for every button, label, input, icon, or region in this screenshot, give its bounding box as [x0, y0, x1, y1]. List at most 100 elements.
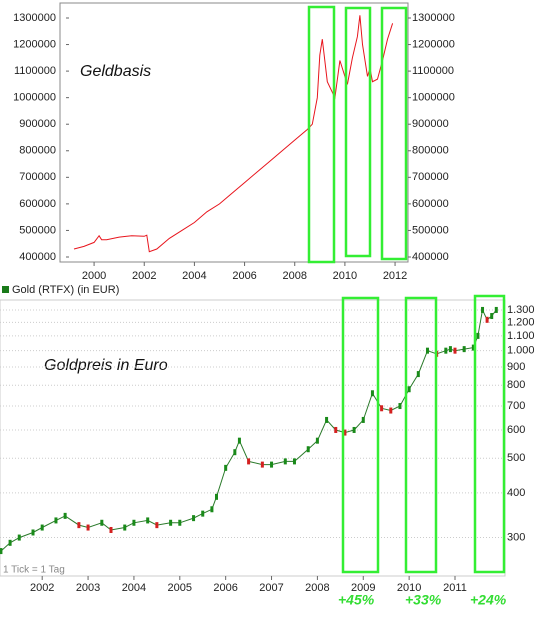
price-tick	[0, 548, 3, 555]
price-tick	[31, 529, 35, 536]
price-tick	[407, 386, 411, 393]
price-tick	[260, 461, 264, 468]
y-tick-label: 1200000	[13, 38, 56, 50]
price-tick	[8, 539, 12, 546]
price-tick	[169, 519, 173, 526]
label-bg	[70, 55, 180, 97]
price-tick	[155, 522, 159, 529]
price-tick	[292, 458, 296, 465]
price-tick	[325, 416, 329, 423]
y-tick-label: 1.100	[507, 330, 535, 342]
price-tick	[490, 313, 494, 320]
highlight-box	[341, 296, 380, 574]
y-tick-label: 900000	[19, 118, 56, 130]
highlight-box	[344, 6, 372, 258]
price-tick	[54, 517, 58, 524]
price-tick	[476, 332, 480, 339]
y2-tick-label: 800000	[412, 145, 449, 157]
price-tick	[40, 524, 44, 531]
y-tick-label: 1000000	[13, 92, 56, 104]
x-tick-label: 2010	[397, 582, 421, 594]
y2-tick-label: 900000	[412, 118, 449, 130]
x-tick-label: 2010	[333, 270, 357, 282]
price-tick	[343, 429, 347, 436]
y-tick-label: 700000	[19, 171, 56, 183]
annotation: Goldpreis in Euro	[44, 357, 168, 374]
x-tick-label: 2007	[259, 582, 283, 594]
y2-tick-label: 400000	[412, 251, 449, 263]
annotation: +33%	[405, 592, 442, 608]
legend-label: Gold (RTFX) (in EUR)	[12, 284, 119, 296]
price-tick	[494, 306, 498, 313]
price-tick	[283, 458, 287, 465]
highlight-box	[380, 6, 408, 261]
legend-swatch	[2, 286, 9, 293]
x-tick-label: 2008	[305, 582, 329, 594]
price-tick	[334, 426, 338, 433]
y-tick-label: 900	[507, 361, 525, 373]
y2-tick-label: 1300000	[412, 12, 455, 24]
price-tick	[77, 522, 81, 529]
price-tick	[132, 519, 136, 526]
x-tick-label: 2009	[351, 582, 375, 594]
price-tick	[63, 512, 67, 519]
price-tick	[270, 461, 274, 468]
x-tick-label: 2005	[168, 582, 192, 594]
price-tick	[481, 306, 485, 313]
x-tick-label: 2002	[30, 582, 54, 594]
y-tick-label: 800	[507, 379, 525, 391]
price-tick	[237, 437, 241, 444]
x-tick-label: 2008	[282, 270, 306, 282]
price-tick	[425, 347, 429, 354]
price-tick	[224, 464, 228, 471]
y-tick-label: 1300000	[13, 12, 56, 24]
price-tick	[370, 390, 374, 397]
price-tick	[100, 519, 104, 526]
price-tick	[471, 344, 475, 351]
y-tick-label: 500	[507, 452, 525, 464]
x-tick-label: 2004	[182, 270, 206, 282]
annotation: 1 Tick = 1 Tag	[3, 565, 65, 576]
series-line	[73, 15, 394, 253]
y-tick-label: 600000	[19, 198, 56, 210]
price-tick	[389, 407, 393, 414]
price-tick	[380, 405, 384, 412]
price-tick	[201, 510, 205, 517]
y2-tick-label: 500000	[412, 224, 449, 236]
price-tick	[453, 347, 457, 354]
price-tick	[17, 534, 21, 541]
price-tick	[123, 524, 127, 531]
y-tick-label: 300	[507, 531, 525, 543]
price-tick	[462, 346, 466, 353]
x-tick-label: 2000	[82, 270, 106, 282]
y-tick-label: 1.300	[507, 304, 535, 316]
price-tick	[315, 437, 319, 444]
annotation: +24%	[470, 592, 507, 608]
highlight-box	[307, 5, 336, 264]
y-tick-label: 1.000	[507, 345, 535, 357]
price-tick	[485, 316, 489, 323]
y-tick-label: 400	[507, 487, 525, 499]
price-tick	[444, 347, 448, 354]
price-tick	[247, 458, 251, 465]
price-tick	[361, 416, 365, 423]
plot-frame	[0, 299, 506, 577]
price-tick	[214, 493, 218, 500]
annotation: Geldbasis	[80, 63, 151, 80]
price-tick	[306, 446, 310, 453]
price-tick	[398, 403, 402, 410]
x-tick-label: 2006	[232, 270, 256, 282]
y2-tick-label: 1100000	[412, 65, 454, 77]
y2-tick-label: 1000000	[412, 92, 455, 104]
y-tick-label: 1100000	[14, 65, 56, 77]
annotation: +45%	[338, 592, 375, 608]
x-tick-label: 2004	[122, 582, 146, 594]
price-tick	[233, 449, 237, 456]
price-tick	[210, 506, 214, 513]
price-tick	[109, 526, 113, 533]
y-tick-label: 400000	[19, 251, 56, 263]
x-tick-label: 2003	[76, 582, 100, 594]
y-tick-label: 1.200	[507, 316, 535, 328]
y2-tick-label: 600000	[412, 198, 449, 210]
